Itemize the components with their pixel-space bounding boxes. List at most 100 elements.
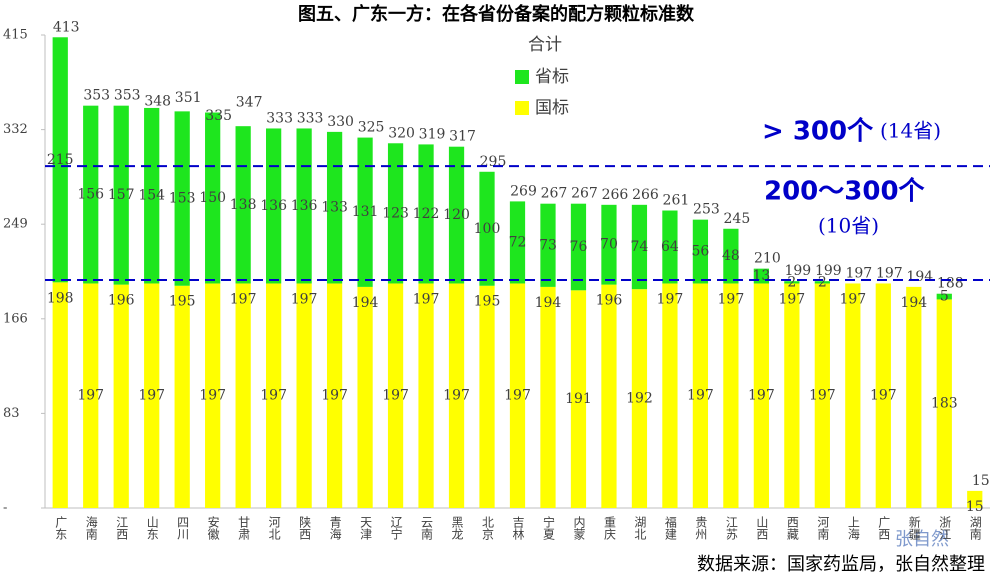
total-label: 320 [388, 125, 415, 141]
bar-segment [723, 228, 739, 284]
data-label: 197 [657, 291, 684, 307]
bar-segment [144, 107, 160, 284]
bar-segment [266, 283, 282, 508]
total-label: 347 [236, 95, 263, 111]
x-tick-label: 山西 [755, 516, 769, 540]
x-tick-label: 陕西 [298, 515, 312, 540]
data-label: 197 [718, 291, 745, 307]
bar-segment [235, 283, 251, 508]
data-label: 197 [199, 388, 226, 404]
total-label: 353 [83, 88, 110, 104]
bar-segment [174, 111, 190, 286]
bar-segment [692, 283, 709, 508]
data-label: 196 [596, 293, 623, 309]
bar-segment [814, 281, 830, 284]
y-tick-label: - [3, 501, 7, 516]
data-label: 100 [474, 221, 501, 237]
data-label: 74 [631, 239, 649, 255]
bar-segment [601, 204, 617, 285]
x-tick-label: 湖北 [633, 515, 647, 541]
legend-label: 国标 [535, 98, 569, 118]
legend-label: 省标 [535, 67, 569, 87]
data-label: 195 [169, 294, 196, 310]
total-label: 325 [358, 120, 385, 136]
bar-segment [205, 283, 221, 508]
bar-segment [875, 283, 891, 508]
data-label: 197 [230, 291, 257, 307]
y-tick-label: 249 [3, 217, 28, 232]
bar-segment [845, 283, 861, 508]
x-tick-label: 甘肃 [237, 516, 251, 541]
y-tick-label: 332 [3, 122, 28, 137]
bar-segment [387, 143, 404, 284]
data-label: 70 [600, 237, 618, 253]
x-tick-label: 河南 [816, 516, 830, 540]
data-label: 2 [818, 274, 827, 290]
data-label: 150 [199, 190, 226, 206]
bar-segment [784, 283, 800, 508]
total-label: 333 [297, 110, 324, 126]
total-label: 353 [114, 88, 141, 104]
data-label: 5 [940, 289, 949, 305]
data-label: 136 [291, 198, 318, 214]
bar-segment [540, 203, 556, 287]
bar-segment [326, 283, 343, 508]
total-label: 266 [632, 187, 659, 203]
total-label: 261 [663, 193, 690, 209]
total-label: 330 [327, 114, 354, 130]
bar-segment [205, 112, 221, 284]
bar-segment [83, 283, 99, 508]
data-label: 197 [504, 388, 531, 404]
watermark: 张自然 [895, 529, 949, 550]
data-label: 197 [291, 291, 318, 307]
data-label: 197 [413, 291, 440, 307]
x-tick-label: 青海 [328, 516, 342, 540]
annotation: 200～300个 [764, 177, 926, 207]
legend-swatch [515, 70, 529, 84]
x-tick-label: 西藏 [785, 516, 799, 541]
bar-segment [113, 284, 129, 508]
total-label: 413 [53, 19, 80, 35]
bar-segment [631, 289, 648, 508]
data-label: 191 [565, 391, 592, 407]
data-label: 197 [77, 388, 104, 404]
bar-segment [570, 290, 587, 508]
y-tick-label: 83 [3, 406, 20, 421]
total-label: 194 [906, 269, 933, 285]
total-label: 188 [937, 276, 964, 292]
bar-segment [266, 128, 282, 284]
data-label: 197 [138, 388, 165, 404]
bar-segment [936, 299, 952, 508]
annotation: > 300个 [762, 117, 874, 147]
x-tick-label: 浙江 [938, 516, 952, 540]
bar-segment [753, 283, 769, 508]
total-label: 335 [205, 108, 232, 124]
total-label: 333 [266, 110, 293, 126]
x-tick-label: 内蒙 [572, 516, 586, 540]
bar-segment [448, 146, 465, 284]
bar-segment [52, 282, 68, 508]
total-label: 319 [419, 126, 446, 142]
bar-segment [83, 105, 99, 284]
x-tick-label: 宁夏 [541, 515, 555, 540]
data-label: 156 [77, 187, 104, 203]
x-tick-label: 云南 [420, 516, 434, 540]
bar-segment [814, 283, 830, 508]
x-tick-label: 北京 [481, 516, 495, 541]
x-tick-label: 河北 [267, 516, 281, 541]
x-tick-label: 上海 [846, 516, 860, 540]
x-tick-label: 贵州 [694, 516, 708, 540]
data-label: 197 [260, 388, 287, 404]
bar-segment [448, 283, 465, 508]
x-tick-label: 四川 [176, 516, 190, 540]
x-tick-label: 山东 [145, 516, 159, 540]
bar-segment [601, 284, 617, 508]
data-label: 197 [748, 388, 775, 404]
data-label: 122 [413, 206, 440, 222]
total-label: 199 [815, 263, 842, 279]
y-tick-label: 415 [3, 28, 28, 43]
total-label: 199 [784, 263, 811, 279]
total-label: 15 [972, 473, 990, 489]
data-label: 197 [687, 388, 714, 404]
